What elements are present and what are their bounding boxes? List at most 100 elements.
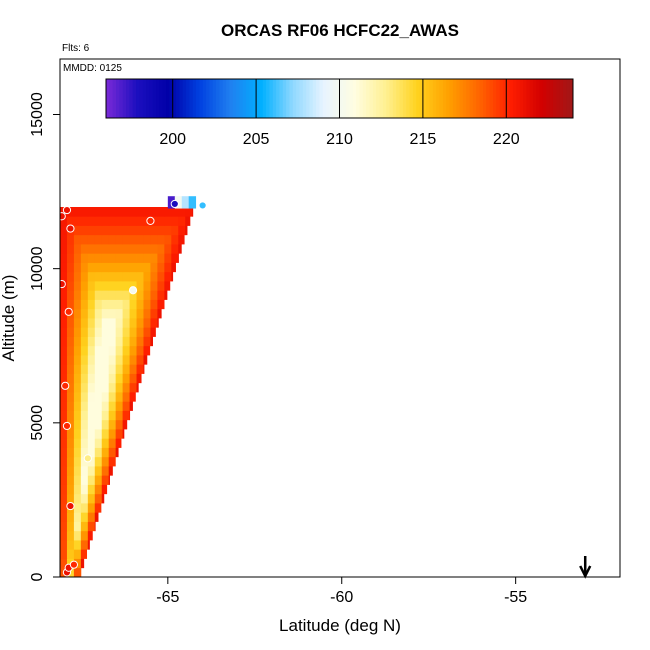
heatmap-cell (73, 549, 82, 559)
heatmap-cell (143, 345, 151, 356)
heatmap-cell (73, 438, 82, 448)
colorbar-swatch (246, 79, 250, 118)
sample-point (170, 199, 179, 209)
heatmap-cell (66, 401, 75, 411)
heatmap-cell (143, 299, 151, 310)
heatmap-cell (101, 382, 110, 393)
heatmap-cell (115, 299, 124, 310)
heatmap-cell (94, 456, 103, 467)
heatmap-cell (66, 281, 75, 291)
heatmap-cell (94, 225, 103, 236)
heatmap-cell (80, 225, 89, 236)
heatmap-cell (80, 549, 88, 559)
heatmap-cell (66, 549, 75, 559)
heatmap-cell (178, 216, 186, 226)
heatmap-cell (164, 262, 172, 273)
heatmap-cell (66, 318, 75, 328)
colorbar-swatch (379, 79, 384, 118)
colorbar-swatch (376, 79, 381, 118)
heatmap-cell (108, 392, 117, 402)
colorbar-swatch (419, 79, 424, 118)
colorbar-swatch (242, 79, 247, 118)
colorbar-swatch (409, 79, 414, 118)
heatmap-cell (122, 327, 130, 337)
heatmap-cell (164, 253, 172, 263)
heatmap-cell (94, 503, 102, 513)
heatmap-cell (108, 308, 117, 319)
heatmap-cell (122, 410, 130, 421)
heatmap-cell (136, 327, 144, 337)
heatmap-cell (122, 244, 130, 254)
colorbar-swatch (456, 79, 461, 118)
heatmap-cell (60, 225, 68, 236)
heatmap-cell (108, 327, 117, 337)
colorbar-swatch (402, 79, 407, 118)
heatmap-cell (60, 373, 68, 384)
heatmap-cell (129, 234, 137, 245)
heatmap-cell (171, 271, 174, 282)
colorbar-swatch (202, 79, 207, 118)
heatmap-cell (87, 318, 96, 328)
colorbar-swatch (392, 79, 397, 118)
heatmap-cell (87, 290, 96, 300)
arrow-head (579, 565, 592, 579)
heatmap-cell (60, 530, 68, 541)
heatmap-cell (178, 207, 186, 217)
colorbar-swatch (489, 79, 494, 118)
heatmap-cell (150, 244, 158, 254)
colorbar-swatch (446, 79, 451, 118)
colorbar-swatch (192, 79, 197, 118)
heatmap-cell (60, 355, 68, 365)
heatmap-cell (66, 345, 75, 356)
heatmap-cell (164, 216, 172, 226)
heatmap-cell (157, 290, 165, 300)
heatmap-cell (101, 336, 110, 347)
heatmap-cell (60, 318, 68, 328)
heatmap-cell (115, 438, 122, 448)
heatmap-cell (115, 382, 124, 393)
colorbar-swatch (136, 79, 140, 118)
heatmap-cell (171, 216, 179, 226)
heatmap-cell (129, 382, 137, 393)
heatmap-cell (171, 207, 179, 217)
heatmap-cell (87, 336, 96, 347)
colorbar-swatch (156, 79, 160, 118)
heatmap-cell (108, 475, 110, 485)
colorbar: 200 205 210 215 220 (105, 78, 574, 148)
heatmap-cell (87, 512, 96, 522)
heatmap-cell (164, 244, 172, 254)
x-tick-label: -60 (330, 589, 353, 606)
colorbar-swatch (106, 79, 110, 118)
heatmap-cell (122, 225, 130, 236)
heatmap-cell (60, 410, 68, 421)
heatmap-cell (80, 244, 89, 254)
heatmap-cell (80, 447, 89, 458)
heatmap-cell (136, 244, 144, 254)
heatmap-cell (164, 207, 172, 217)
heatmap-cell (101, 299, 110, 310)
heatmap-cell (73, 327, 82, 337)
heatmap-cell (122, 401, 130, 411)
colorbar-swatch (569, 79, 574, 118)
heatmap-cell (122, 253, 130, 263)
colorbar-swatch (459, 79, 464, 118)
heatmap-cell (115, 234, 124, 245)
heatmap-cell (73, 207, 82, 217)
heatmap-cell (115, 392, 124, 402)
plot-area (60, 196, 207, 577)
heatmap-cell (101, 207, 110, 217)
heatmap-cell (157, 299, 165, 310)
heatmap-cell (108, 290, 117, 300)
heatmap-cell (129, 290, 137, 300)
heatmap-cell (101, 392, 110, 402)
colorbar-swatch (186, 79, 190, 118)
y-axis: 0 5000 10000 15000 (29, 92, 60, 581)
colorbar-swatch (172, 79, 177, 118)
heatmap-cell (94, 299, 103, 310)
colorbar-swatch (329, 79, 334, 118)
colorbar-swatch (526, 79, 531, 118)
heatmap-cell (164, 234, 172, 245)
heatmap-cell (94, 345, 103, 356)
heatmap-cell (129, 244, 137, 254)
colorbar-swatch (269, 79, 274, 118)
